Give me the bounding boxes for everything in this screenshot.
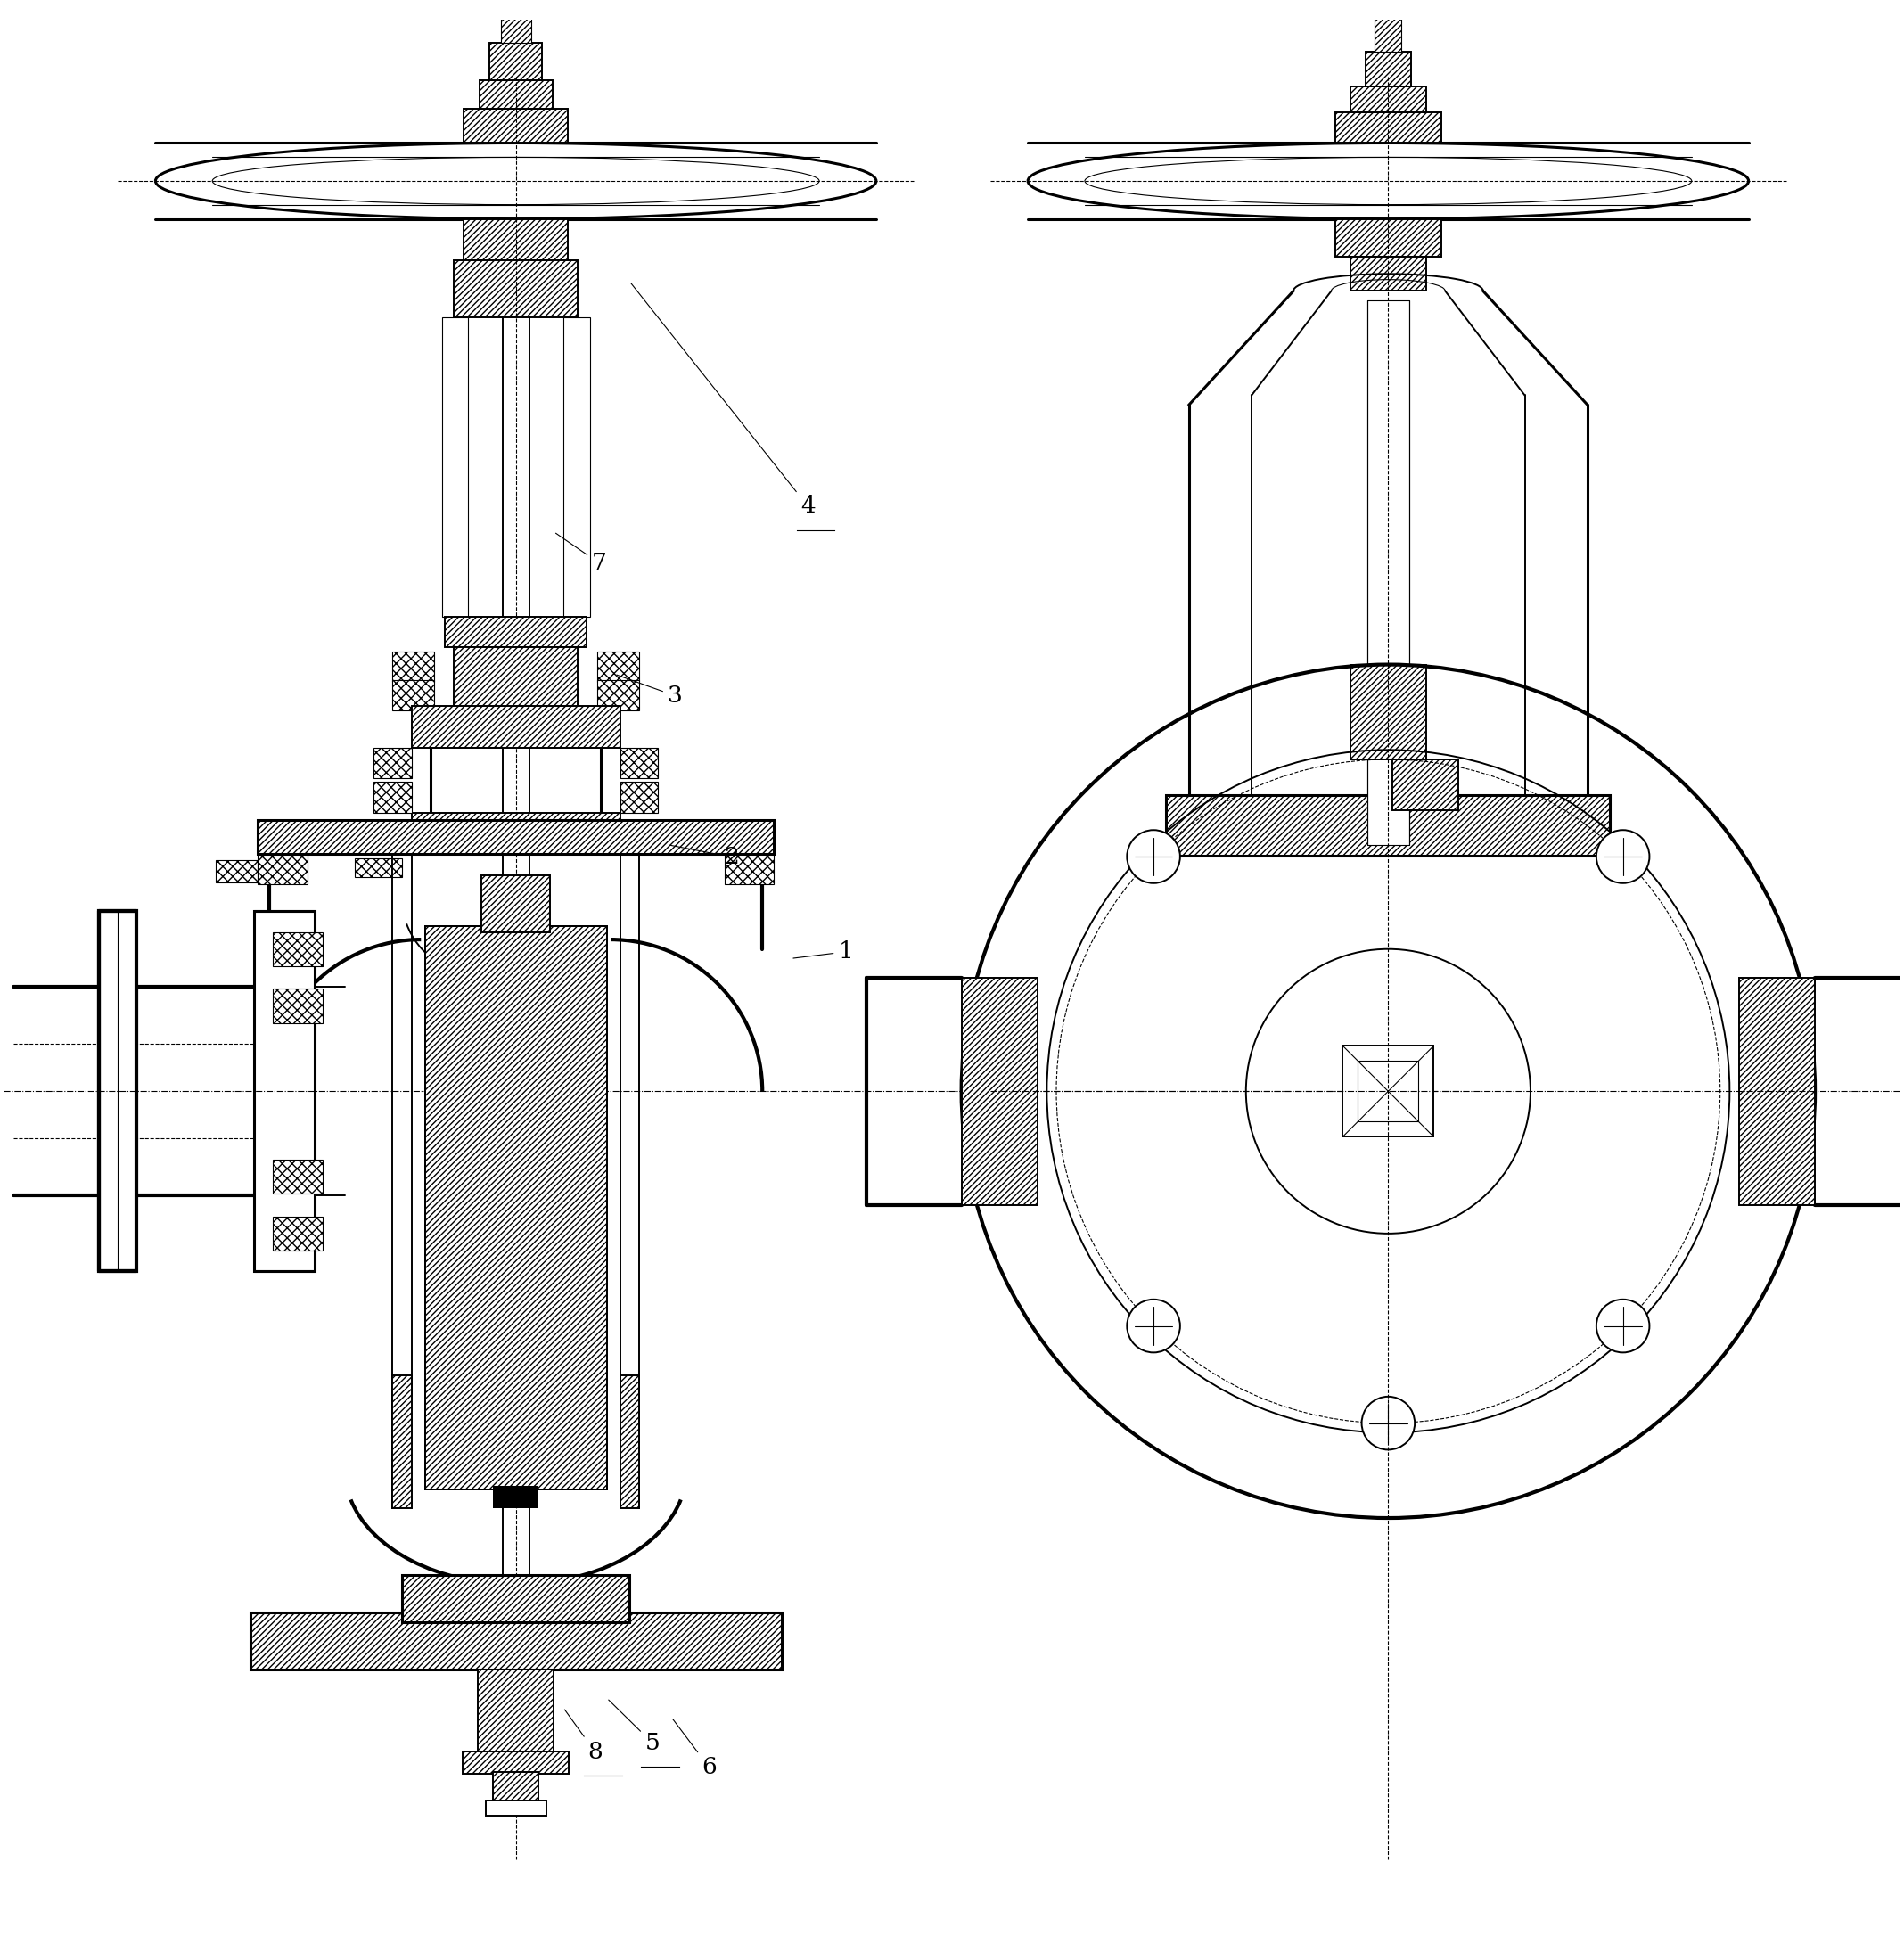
Bar xyxy=(486,1800,546,1816)
Bar xyxy=(482,875,550,931)
Bar xyxy=(1342,1045,1434,1136)
Bar xyxy=(373,747,411,778)
Bar xyxy=(272,1160,322,1195)
Text: 1: 1 xyxy=(794,941,853,962)
Bar xyxy=(1392,759,1458,811)
Polygon shape xyxy=(962,978,1038,1204)
Bar xyxy=(354,858,402,877)
Bar xyxy=(489,43,543,81)
Circle shape xyxy=(1361,1396,1415,1450)
Text: 4: 4 xyxy=(630,283,815,517)
Bar xyxy=(253,912,314,1272)
Bar xyxy=(392,680,434,711)
Bar xyxy=(257,821,773,854)
Bar xyxy=(392,1376,411,1508)
Bar xyxy=(411,707,621,747)
Text: 6: 6 xyxy=(672,1719,716,1779)
Bar xyxy=(411,813,621,854)
Bar xyxy=(217,860,257,883)
Bar xyxy=(621,1376,640,1508)
Bar xyxy=(598,680,640,711)
Bar xyxy=(501,0,531,43)
Bar xyxy=(724,854,773,885)
Circle shape xyxy=(1127,831,1180,883)
Polygon shape xyxy=(1738,978,1815,1204)
Bar xyxy=(249,1613,781,1669)
Bar xyxy=(392,650,434,681)
Bar xyxy=(446,618,586,647)
Bar xyxy=(455,261,577,318)
Bar xyxy=(272,1216,322,1251)
Text: 7: 7 xyxy=(556,532,607,575)
Circle shape xyxy=(1596,1299,1649,1353)
Bar xyxy=(598,650,640,681)
Text: 5: 5 xyxy=(609,1700,659,1754)
Bar xyxy=(465,219,567,261)
Bar xyxy=(257,854,307,885)
Bar xyxy=(463,1752,569,1773)
Bar xyxy=(455,647,577,726)
Bar xyxy=(1335,112,1441,143)
Bar xyxy=(1350,257,1426,290)
Bar xyxy=(99,912,137,1272)
Bar xyxy=(1167,796,1611,856)
Text: 8: 8 xyxy=(565,1709,604,1764)
Text: 2: 2 xyxy=(670,846,739,867)
Text: 3: 3 xyxy=(617,676,682,707)
Bar xyxy=(564,318,590,618)
Bar xyxy=(478,1669,554,1756)
Bar xyxy=(442,318,468,618)
Bar xyxy=(493,1771,539,1806)
Bar xyxy=(272,931,322,966)
Bar xyxy=(493,1485,539,1508)
Bar xyxy=(1375,0,1401,52)
Circle shape xyxy=(1127,1299,1180,1353)
Bar xyxy=(425,925,607,1489)
Bar xyxy=(621,782,659,813)
Bar xyxy=(1367,300,1409,844)
Bar xyxy=(402,1574,630,1622)
Bar xyxy=(621,747,659,778)
Bar xyxy=(480,81,552,108)
Bar xyxy=(1350,85,1426,112)
Bar xyxy=(1358,1061,1418,1121)
Bar xyxy=(272,989,322,1022)
Bar xyxy=(373,782,411,813)
Circle shape xyxy=(1596,831,1649,883)
Bar xyxy=(1335,219,1441,257)
Bar xyxy=(1365,52,1411,85)
Bar xyxy=(1350,664,1426,759)
Bar xyxy=(465,108,567,143)
